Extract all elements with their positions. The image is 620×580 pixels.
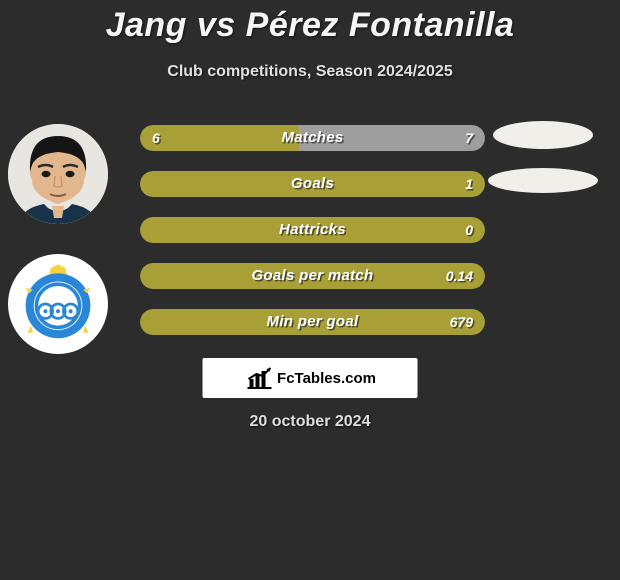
stat-row: Hattricks0 [140, 217, 485, 243]
stat-bars: Matches6 7 Goals1 Hattricks0 Goals per match… [140, 125, 485, 335]
stat-value-right: 7 [465, 125, 473, 151]
brand-chart-icon [244, 365, 274, 391]
player-avatar [8, 124, 108, 224]
opponent-crest-placeholder [488, 168, 598, 193]
right-avatar-column [488, 121, 598, 193]
stat-row: Goals1 [140, 171, 485, 197]
stat-label: Min per goal [140, 309, 485, 335]
opponent-avatar-placeholder [493, 121, 593, 149]
stat-value-right: 1 [465, 171, 473, 197]
stat-row: Min per goal679 [140, 309, 485, 335]
stat-label: Hattricks [140, 217, 485, 243]
comparison-infographic: Jang vs Pérez Fontanilla Club competitio… [0, 0, 620, 580]
stat-row: Goals per match0.14 [140, 263, 485, 289]
stat-value-left: 6 [152, 125, 160, 151]
stat-label: Matches [140, 125, 485, 151]
stat-value-right: 679 [450, 309, 473, 335]
brand-name: FcTables.com [277, 370, 376, 387]
stat-value-right: 0 [465, 217, 473, 243]
stat-label: Goals per match [140, 263, 485, 289]
stat-label: Goals [140, 171, 485, 197]
page-title: Jang vs Pérez Fontanilla [0, 0, 620, 45]
stat-row: Matches6 7 [140, 125, 485, 151]
season-subtitle: Club competitions, Season 2024/2025 [0, 45, 620, 81]
brand-box: FcTables.com [203, 358, 418, 398]
team-crest [8, 254, 108, 354]
avatar-column [8, 124, 108, 384]
date-label: 20 october 2024 [0, 413, 620, 431]
stat-value-right: 0.14 [446, 263, 473, 289]
